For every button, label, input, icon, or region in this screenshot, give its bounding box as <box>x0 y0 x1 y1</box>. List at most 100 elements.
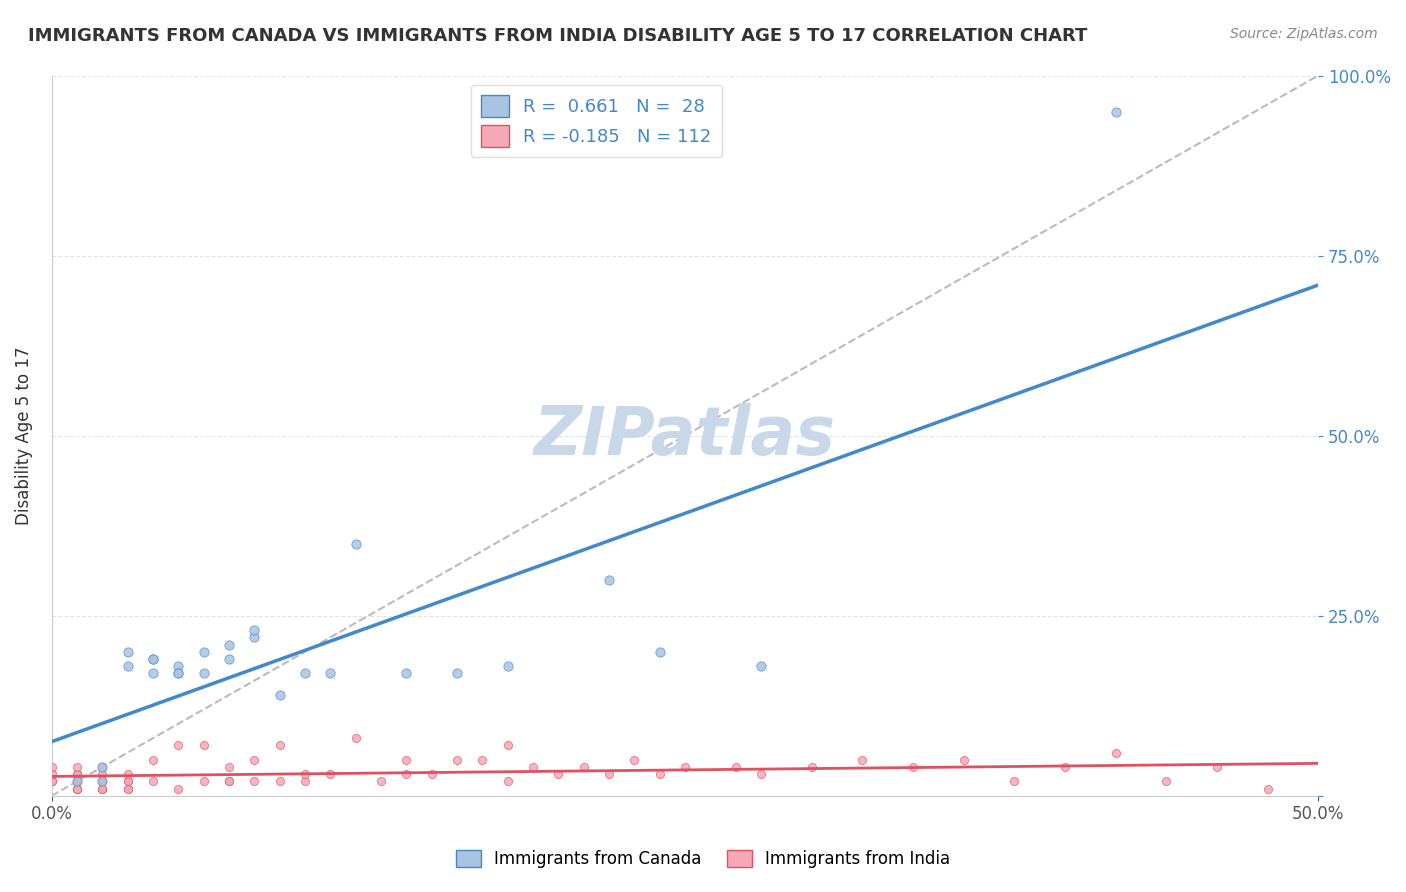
Point <box>623 753 645 767</box>
Point <box>496 774 519 789</box>
Point <box>1104 746 1126 760</box>
Point <box>117 781 139 796</box>
Point <box>395 666 418 681</box>
Point <box>66 767 89 781</box>
Point <box>1104 104 1126 119</box>
Point <box>471 753 494 767</box>
Point <box>1206 760 1229 774</box>
Point <box>167 666 190 681</box>
Point <box>142 652 165 666</box>
Point <box>1053 760 1076 774</box>
Point <box>91 774 114 789</box>
Point <box>749 767 772 781</box>
Point <box>91 781 114 796</box>
Point <box>193 774 215 789</box>
Point <box>167 739 190 753</box>
Point <box>344 731 367 746</box>
Point <box>193 739 215 753</box>
Point <box>648 767 671 781</box>
Point <box>117 774 139 789</box>
Text: ZIPatlas: ZIPatlas <box>534 402 837 468</box>
Point <box>41 760 63 774</box>
Point <box>851 753 873 767</box>
Point <box>648 645 671 659</box>
Point <box>243 753 266 767</box>
Point <box>319 666 342 681</box>
Point <box>294 666 316 681</box>
Point <box>1156 774 1178 789</box>
Point <box>294 767 316 781</box>
Point <box>218 638 240 652</box>
Point <box>66 781 89 796</box>
Point <box>496 659 519 673</box>
Point <box>243 630 266 644</box>
Point <box>446 666 468 681</box>
Point <box>117 774 139 789</box>
Point <box>446 753 468 767</box>
Point <box>344 537 367 551</box>
Point <box>294 774 316 789</box>
Point <box>522 760 544 774</box>
Point <box>496 739 519 753</box>
Point <box>1002 774 1025 789</box>
Point <box>218 760 240 774</box>
Point <box>547 767 569 781</box>
Point <box>598 767 620 781</box>
Point <box>41 774 63 789</box>
Point <box>167 659 190 673</box>
Point <box>572 760 595 774</box>
Point <box>91 760 114 774</box>
Point <box>749 659 772 673</box>
Point <box>91 767 114 781</box>
Point <box>117 767 139 781</box>
Point <box>243 774 266 789</box>
Point <box>91 774 114 789</box>
Point <box>41 767 63 781</box>
Point <box>269 774 291 789</box>
Point <box>66 781 89 796</box>
Point <box>395 753 418 767</box>
Point <box>218 652 240 666</box>
Point <box>167 666 190 681</box>
Point <box>117 645 139 659</box>
Point <box>117 659 139 673</box>
Point <box>66 767 89 781</box>
Point <box>142 753 165 767</box>
Point <box>193 645 215 659</box>
Point <box>800 760 823 774</box>
Point <box>66 760 89 774</box>
Text: Source: ZipAtlas.com: Source: ZipAtlas.com <box>1230 27 1378 41</box>
Point <box>66 774 89 789</box>
Point <box>66 781 89 796</box>
Point <box>66 774 89 789</box>
Point <box>1257 781 1279 796</box>
Point <box>142 652 165 666</box>
Point <box>91 774 114 789</box>
Point <box>673 760 696 774</box>
Legend: Immigrants from Canada, Immigrants from India: Immigrants from Canada, Immigrants from … <box>450 843 956 875</box>
Point <box>66 774 89 789</box>
Point <box>41 774 63 789</box>
Point <box>269 739 291 753</box>
Y-axis label: Disability Age 5 to 17: Disability Age 5 to 17 <box>15 346 32 524</box>
Point <box>952 753 974 767</box>
Point <box>193 666 215 681</box>
Point <box>142 666 165 681</box>
Point <box>91 781 114 796</box>
Point <box>117 781 139 796</box>
Point <box>91 760 114 774</box>
Point <box>269 688 291 702</box>
Point <box>167 781 190 796</box>
Point <box>66 774 89 789</box>
Point <box>66 774 89 789</box>
Legend: R =  0.661   N =  28, R = -0.185   N = 112: R = 0.661 N = 28, R = -0.185 N = 112 <box>471 85 723 158</box>
Point <box>319 767 342 781</box>
Point <box>218 774 240 789</box>
Point <box>370 774 392 789</box>
Point <box>420 767 443 781</box>
Point <box>91 774 114 789</box>
Point <box>901 760 924 774</box>
Point <box>598 573 620 587</box>
Text: IMMIGRANTS FROM CANADA VS IMMIGRANTS FROM INDIA DISABILITY AGE 5 TO 17 CORRELATI: IMMIGRANTS FROM CANADA VS IMMIGRANTS FRO… <box>28 27 1087 45</box>
Point <box>142 774 165 789</box>
